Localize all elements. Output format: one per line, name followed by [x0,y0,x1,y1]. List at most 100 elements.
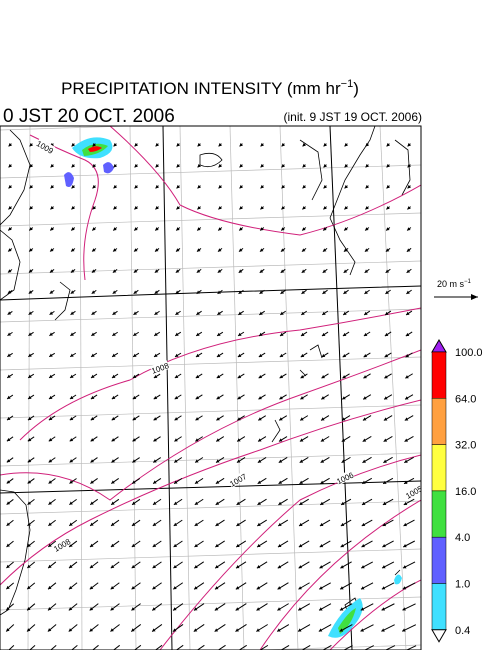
wind-arrow-head [259,269,264,273]
colorbar-segment [431,444,447,492]
wind-arrow-head [28,332,32,336]
wind-arrow-head [217,269,222,273]
wind-arrow-head [237,353,242,357]
wind-arrow-head [49,395,53,399]
wind-arrow-head [406,290,410,294]
wind-arrow-head [92,164,96,168]
wind-arrow-head [384,354,389,358]
wind-arrow-head [256,565,261,569]
colorbar-under [431,629,447,643]
wind-arrow-head [111,417,116,421]
wind-arrow-head [364,311,368,315]
wind-arrow-head [49,353,53,357]
wind-arrow-head [133,332,137,336]
wind-arrow-head [361,544,365,548]
wind-arrow-head [28,395,32,399]
isobar [0,399,421,586]
wind-arrow-head [323,143,327,147]
wind-arrow-head [195,417,199,421]
coastline [0,489,31,616]
wind-arrow-head [280,290,284,294]
wind-arrow-head [278,459,283,463]
wind-arrow-head [405,354,410,358]
wind-arrow-head [365,184,369,189]
wind-arrow-head [365,206,369,210]
wind-arrow-head [29,227,33,231]
colorbar: 100.0 64.0 32.0 16.0 4.0 1.0 0.4 [431,339,483,643]
wind-arrow [133,644,142,650]
wind-arrow-head [341,417,346,421]
wind-arrow-head [27,480,32,484]
wind-arrow-head [279,353,284,357]
wind-arrow-head [50,164,54,168]
wind-arrow-head [342,332,347,336]
wind-arrow-head [131,586,136,590]
wind-arrow-head [91,332,95,336]
wind-arrow-head [7,353,11,357]
wind-arrow-head [362,459,366,463]
wind-arrow-head [341,501,345,505]
wind-arrow-head [384,375,388,379]
wind-arrow-head [6,437,11,442]
wind-arrow-head [339,628,344,632]
wind-arrow-head [297,628,302,632]
isobar-label: 1005 [404,484,424,501]
wind-arrow-head [300,353,305,358]
wind-arrow-head [280,269,285,273]
wind-arrow-head [71,184,75,189]
wind-arrow-head [236,459,241,463]
wind-arrow-head [300,396,304,400]
wind-arrow-head [28,311,33,315]
wind-arrow-head [322,269,327,273]
wind-arrow-head [218,184,222,189]
wind-arrow-head [195,353,200,357]
wind-arrow-head [258,396,262,400]
wind-arrow-head [27,585,31,590]
wind-arrow-head [237,396,242,400]
isobar [0,349,421,501]
wind-arrow-head [402,607,406,611]
wind-arrow-head [90,459,95,463]
wind-arrow-head [7,290,12,294]
isobar-label-bg [227,471,248,488]
wind-arrow-head [153,395,158,400]
wind-arrow-head [134,227,138,231]
wind-arrow-head [382,501,387,505]
wind-arrow-head [277,586,282,590]
wind-arrow-head [197,143,201,147]
major-lon-line [162,126,173,650]
wind-arrow-head [111,522,115,526]
wind-arrow-head [259,290,264,294]
wind-arrow-head [322,248,327,252]
wind-arrow-head [6,585,10,590]
wind-arrow-head [299,459,304,463]
wind-arrow-head [218,164,222,168]
wind-arrow-head [89,607,94,611]
wind-arrow-head [27,459,32,463]
wind-arrow-head [279,396,283,400]
wind-arrow-head [27,543,31,547]
wind-arrow-head [155,206,159,210]
wind-arrow-head [214,628,219,632]
wind-arrow-head [68,628,73,632]
wind-arrow-head [215,565,219,569]
wind-arrow-head [301,248,306,252]
wind-arrow-head [69,480,73,484]
wind-arrow-head [92,227,96,231]
wind-arrow-head [155,164,159,168]
wind-arrow-head [258,374,263,379]
wind-arrow-head [176,227,180,231]
wind-arrow-head [174,417,179,421]
wind-arrow-head [91,374,95,378]
wind-arrow-head [258,417,262,421]
wind-arrow-head [299,501,303,505]
wind-arrow-head [278,522,282,526]
wind-arrow-head [300,332,305,336]
wind-arrow-head [6,606,10,611]
wind-arrow-head [133,311,137,315]
wind-arrow-head [362,438,367,442]
wind-arrow-head [193,628,198,632]
wind-arrow-head [27,416,32,421]
